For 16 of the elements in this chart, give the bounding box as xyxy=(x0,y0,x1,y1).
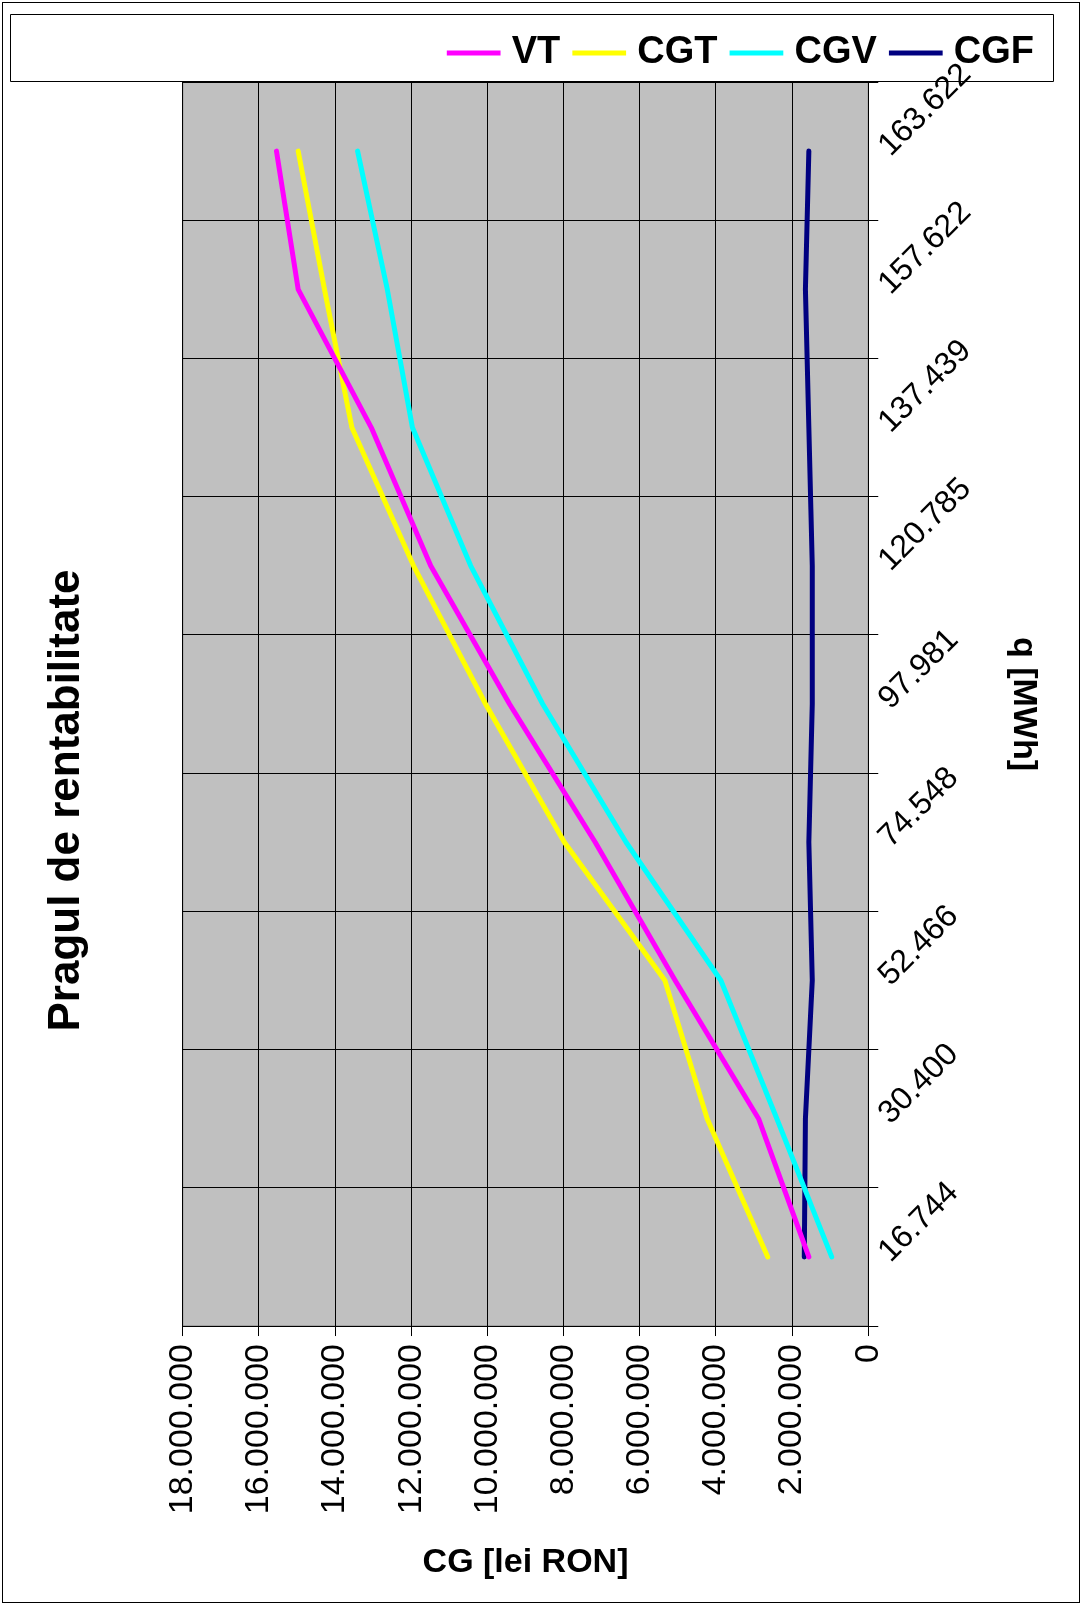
x-axis-title: CG [lei RON] xyxy=(422,1540,629,1579)
x-tick-label: 2.000.000 xyxy=(770,1344,809,1496)
x-tick-label: 10.000.000 xyxy=(465,1344,504,1515)
x-tick-label: 0 xyxy=(846,1344,885,1363)
x-tick-label: 6.000.000 xyxy=(618,1344,657,1496)
text: Pragul de rentabilitate xyxy=(38,569,88,1032)
y-axis-title: q [MWh] xyxy=(1007,636,1046,772)
x-tick-label: 16.000.000 xyxy=(237,1344,276,1515)
legend-label: VT xyxy=(511,29,561,72)
x-tick-label: 4.000.000 xyxy=(694,1344,733,1496)
legend-label: CGV xyxy=(794,29,878,72)
legend-label: CGT xyxy=(637,29,718,72)
x-tick-label: 14.000.000 xyxy=(313,1344,352,1515)
x-tick-label: 12.000.000 xyxy=(389,1344,428,1515)
x-tick-label: 8.000.000 xyxy=(541,1344,580,1496)
x-tick-label: 18.000.000 xyxy=(161,1344,200,1515)
